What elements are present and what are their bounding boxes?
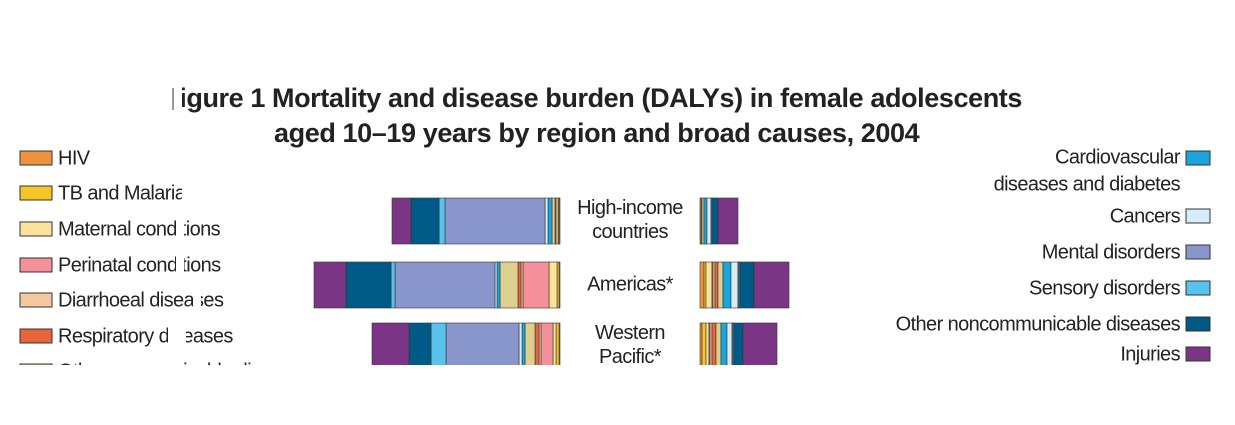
- bar-segment: [552, 322, 557, 370]
- legend-swatch: [1185, 244, 1211, 260]
- bar-segment: [701, 322, 707, 370]
- bar-segment: [717, 261, 724, 309]
- bar-segment: [753, 261, 790, 309]
- category-label: Americas*: [587, 273, 674, 295]
- bar-segment: [524, 322, 536, 370]
- legend-swatch: [19, 150, 53, 166]
- bar-segment: [705, 261, 713, 309]
- bar-segment: [730, 261, 739, 309]
- bar-segment: [706, 197, 712, 245]
- legend-swatch: [19, 257, 53, 273]
- category-label: High-income countries: [577, 197, 683, 243]
- occluder: [176, 252, 184, 280]
- bar-segment: [699, 261, 705, 309]
- bar-segment: [722, 261, 732, 309]
- bar-segment: [496, 261, 501, 309]
- bar-segment: [371, 322, 410, 370]
- bar-segment: [703, 197, 708, 245]
- bar-segment: [313, 261, 347, 309]
- legend-swatch: [1185, 208, 1211, 224]
- bar-segment: [714, 261, 719, 309]
- legend-label: Respiratory diseases: [58, 325, 233, 347]
- bar-segment: [345, 261, 392, 309]
- bar-segment: [410, 197, 440, 245]
- legend-label: Other noncommunicable diseases: [896, 313, 1181, 335]
- bar-segment: [739, 261, 755, 309]
- chart-title: Mortality and disease burden (DALYs) in …: [272, 83, 1022, 113]
- bar-segment: [438, 197, 446, 245]
- legend-label: Mental disorders: [1042, 241, 1181, 263]
- legend-swatch: [1185, 316, 1211, 332]
- legend-swatch: [1185, 280, 1211, 296]
- bar-segment: [544, 197, 549, 245]
- bar-segment: [715, 322, 722, 370]
- legend-label: Perinatal conditions: [58, 254, 221, 276]
- category-label: Western Pacific*: [595, 322, 665, 368]
- bar-segment: [534, 322, 540, 370]
- legend-label: HIV: [58, 147, 91, 169]
- legend-label: Cardiovascular diseases and diabetes: [994, 147, 1181, 196]
- bar-segment: [445, 322, 520, 370]
- bar-segment: [444, 197, 546, 245]
- bar-segment: [548, 261, 558, 309]
- legend-label: Diarrhoeal diseases: [58, 289, 224, 311]
- legend-swatch: [19, 221, 53, 237]
- legend-label: Maternal conditions: [58, 218, 221, 240]
- legend-swatch: [1185, 346, 1211, 362]
- bar-segment: [717, 197, 739, 245]
- bar-segment: [547, 197, 553, 245]
- legend-label: Sensory disorders: [1029, 277, 1181, 299]
- bar-segment: [540, 322, 554, 370]
- bar-segment: [521, 322, 526, 370]
- occluder: [176, 216, 184, 244]
- bar-segment: [720, 322, 728, 370]
- occluder: [0, 75, 182, 125]
- bar-segment: [711, 322, 717, 370]
- legend-swatch: [1185, 150, 1211, 166]
- chart-title: aged 10–19 years by region and broad cau…: [274, 118, 920, 148]
- bar-segment: [430, 322, 447, 370]
- legend-label: TB and Malaria: [58, 182, 187, 204]
- legend-label: Injuries: [1120, 343, 1180, 365]
- bar-segment: [394, 261, 496, 309]
- legend-swatch: [19, 328, 53, 344]
- bar-segment: [499, 261, 519, 309]
- occluder: [182, 180, 252, 208]
- bar-segment: [522, 261, 550, 309]
- bar-segment: [517, 261, 522, 309]
- bar-segment: [391, 197, 412, 245]
- bar-segment: [726, 322, 733, 370]
- bar-segment: [733, 322, 744, 370]
- bar-segment: [711, 197, 719, 245]
- bar-segment: [408, 322, 432, 370]
- bar-segment: [705, 322, 710, 370]
- occluder: [193, 287, 201, 315]
- bar-segment: [555, 322, 560, 370]
- bar-segment: [390, 261, 396, 309]
- crop-edge: [0, 365, 1235, 425]
- legend-swatch: [19, 185, 53, 201]
- occluder: [168, 323, 186, 351]
- bar-segment: [742, 322, 778, 370]
- bar-segment: [551, 197, 556, 245]
- bar-segment: [518, 322, 523, 370]
- legend-label: Cancers: [1110, 205, 1181, 227]
- plot: High-income countries Americas* Western Paci…: [19, 147, 1211, 382]
- legend-swatch: [19, 292, 53, 308]
